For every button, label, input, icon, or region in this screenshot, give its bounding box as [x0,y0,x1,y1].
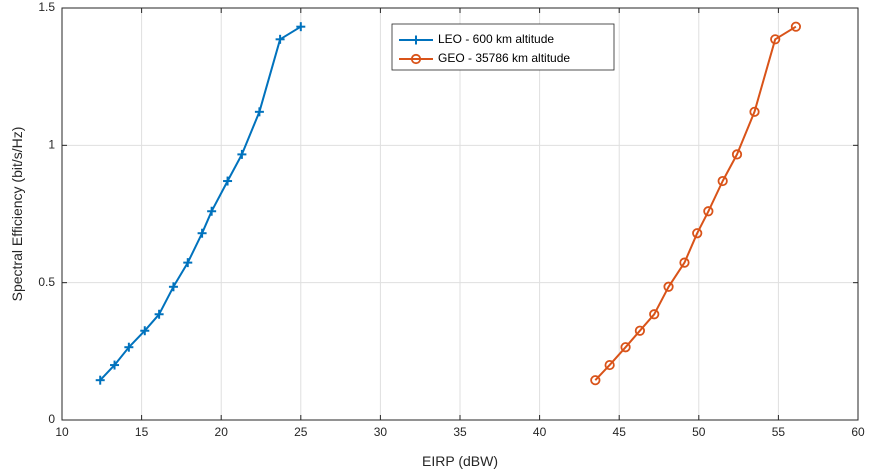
x-tick-label: 10 [55,425,69,439]
data-point [254,107,264,117]
y-tick-label: 1 [48,138,55,152]
data-point [124,342,134,352]
data-point [207,206,217,216]
x-tick-label: 45 [613,425,627,439]
data-point [692,228,703,239]
x-tick-label: 30 [374,425,388,439]
y-tick-label: 1.5 [38,0,55,14]
legend-label-geo: GEO - 35786 km altitude [438,51,570,65]
series-layer [95,21,802,386]
legend-swatch-leo [399,35,433,45]
y-tick-label: 0.5 [38,275,55,289]
legend-swatch-geo [399,53,433,65]
series-geo [590,21,802,386]
data-point [110,360,120,370]
x-tick-label: 60 [851,425,865,439]
data-point [140,326,150,336]
data-point [275,34,285,44]
data-point [183,258,193,268]
data-point [663,281,674,292]
data-point [604,359,615,371]
x-tick-label: 25 [294,425,308,439]
data-point [168,282,178,292]
data-point [717,175,728,187]
x-axis-label: EIRP (dBW) [422,453,498,469]
series-leo [95,22,306,385]
legend-box [391,23,615,71]
data-point [649,309,660,320]
grid [62,8,858,420]
data-point [731,149,743,160]
data-point [770,34,781,45]
legend-label-leo: LEO - 600 km altitude [438,32,554,46]
data-point [590,375,601,386]
data-point [634,325,645,336]
data-point [223,176,233,186]
x-tick-label: 20 [215,425,229,439]
x-tick-label: 40 [533,425,547,439]
data-point [237,149,247,159]
legend-items [399,35,433,65]
legend: LEO - 600 km altitude GEO - 35786 km alt… [391,23,615,71]
y-axis-label: Spectral Efficiency (bit/s/Hz) [9,127,25,302]
series-line [99,25,302,381]
x-tick-label: 50 [692,425,706,439]
legend-swatch-marker [411,35,421,45]
data-point [703,206,714,217]
data-point [679,257,690,268]
data-point [790,21,802,32]
data-point [620,342,631,353]
data-point [154,309,164,319]
data-point [749,106,760,117]
x-tick-label: 35 [453,425,467,439]
x-tick-label: 55 [772,425,786,439]
ticks: 10 15 20 25 30 35 40 45 50 55 60 0 0.5 1 1.5 [38,0,865,439]
legend-swatch-marker [410,53,422,65]
data-point [296,22,306,32]
y-tick-label: 0 [48,412,55,426]
data-point [95,375,105,385]
data-point [197,228,207,238]
x-tick-label: 15 [135,425,149,439]
